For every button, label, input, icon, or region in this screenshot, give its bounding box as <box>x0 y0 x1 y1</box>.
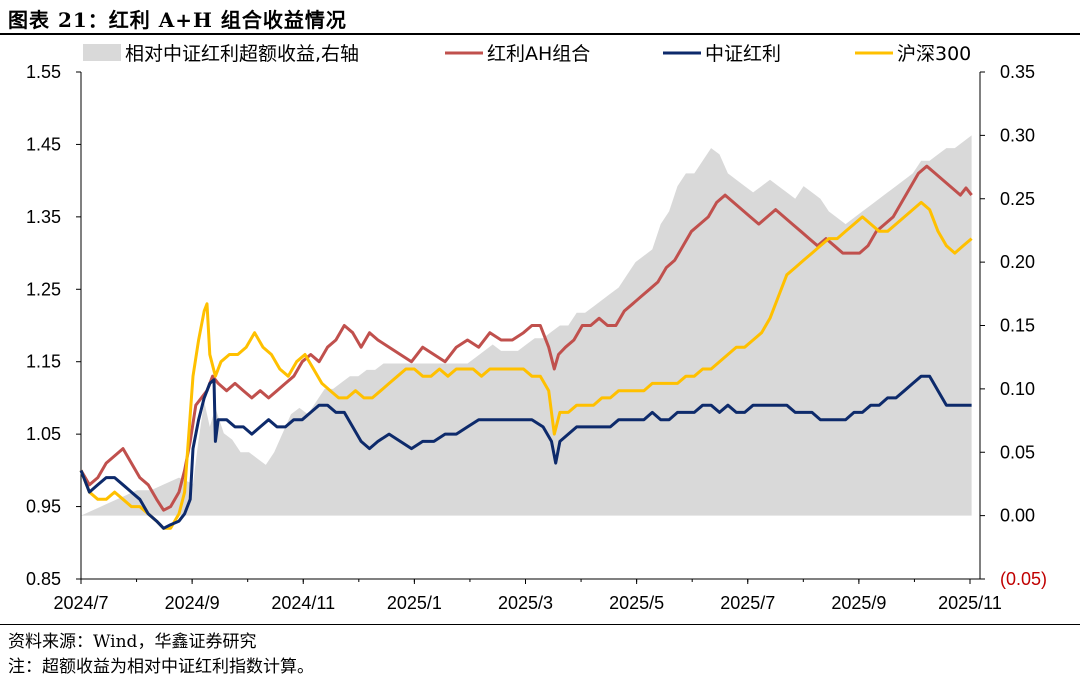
legend-label-excess: 相对中证红利超额收益,右轴 <box>125 43 359 65</box>
x-tick-label: 2025/3 <box>498 593 553 613</box>
legend-swatch-excess <box>83 44 121 61</box>
y-right-tick-label: (0.05) <box>1000 569 1047 589</box>
top-rule <box>0 33 1080 35</box>
x-tick-label: 2024/9 <box>165 593 220 613</box>
y-left-tick-label: 1.15 <box>26 352 61 372</box>
line-chart: 0.85 0.95 1.05 1.15 1.25 1.35 1.45 1.55 (0.05) 0.… <box>26 43 1047 613</box>
source-note: 资料来源：Wind，华鑫证券研究 <box>8 632 257 652</box>
bottom-rule <box>0 624 1080 625</box>
excess-area-layer <box>81 135 972 516</box>
x-tick-label: 2025/9 <box>831 593 886 613</box>
legend: 相对中证红利超额收益,右轴 红利AH组合 中证红利 沪深300 <box>83 43 971 65</box>
x-tick-label: 2025/11 <box>938 593 1002 613</box>
y-left-tick-label: 0.95 <box>26 497 61 517</box>
y-right-tick-label: 0.00 <box>1000 506 1035 526</box>
y-left-tick-label: 1.25 <box>26 279 61 299</box>
y-left-tick-label: 1.05 <box>26 424 61 444</box>
x-tick-label: 2025/1 <box>387 593 442 613</box>
x-tick-label: 2024/7 <box>53 593 108 613</box>
y-right-tick-label: 0.35 <box>1000 62 1035 82</box>
legend-label-div: 中证红利 <box>705 43 781 65</box>
y-right-tick-label: 0.30 <box>1000 125 1035 145</box>
y-right-tick-label: 0.25 <box>1000 189 1035 209</box>
y-left-tick-label: 1.35 <box>26 207 61 227</box>
excess-area <box>81 135 972 516</box>
series-line-沪深300 <box>79 200 973 530</box>
footnote: 注：超额收益为相对中证红利指数计算。 <box>8 657 314 677</box>
chart-title: 图表 21：红利 A+H 组合收益情况 <box>8 8 347 32</box>
y-left-tick-label: 1.55 <box>26 62 61 82</box>
y-right-tick-label: 0.05 <box>1000 442 1035 462</box>
x-tick-label: 2024/11 <box>271 593 335 613</box>
x-tick-label: 2025/5 <box>609 593 664 613</box>
x-tick-label: 2025/7 <box>720 593 775 613</box>
y-right-tick-label: 0.15 <box>1000 316 1035 336</box>
series-line-中证红利 <box>79 374 972 530</box>
y-left-tick-label: 0.85 <box>26 569 61 589</box>
y-right-tick-label: 0.10 <box>1000 379 1035 399</box>
legend-label-ah: 红利AH组合 <box>487 43 590 65</box>
axes-layer: 0.85 0.95 1.05 1.15 1.25 1.35 1.45 1.55 (0.05) 0.… <box>26 62 1047 613</box>
legend-label-hs300: 沪深300 <box>897 43 971 65</box>
y-left-tick-label: 1.45 <box>26 134 61 154</box>
lines-layer <box>79 164 973 530</box>
y-right-tick-label: 0.20 <box>1000 252 1035 272</box>
